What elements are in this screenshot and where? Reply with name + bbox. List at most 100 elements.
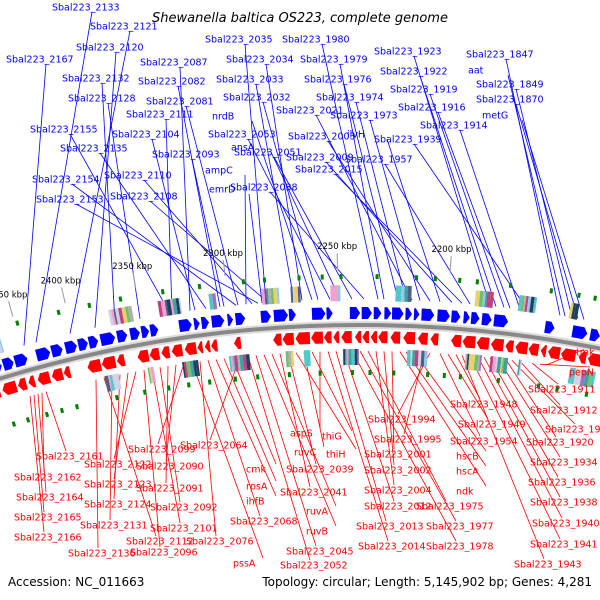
reverse-gene-label: Sbal223_2165: [14, 513, 82, 524]
reverse-gene-arrow: [323, 331, 332, 344]
inner-marker: [166, 385, 171, 391]
forward-cog-block: [276, 287, 280, 304]
reverse-gene-arrow: [515, 341, 529, 355]
reverse-cog-block: [579, 369, 587, 387]
reverse-label-connector: [271, 353, 337, 507]
reverse-label-connector: [505, 359, 557, 438]
forward-label-connector: [94, 51, 117, 328]
reverse-label-connector: [447, 353, 489, 420]
reverse-cog-block: [583, 370, 590, 387]
forward-label-connector: [355, 101, 407, 300]
outer-marker: [508, 282, 513, 289]
reverse-label-connector: [413, 351, 487, 452]
forward-label-connector: [244, 43, 267, 303]
reverse-gene-label: Sbal223_1911: [528, 385, 596, 396]
forward-gene-arrow: [178, 319, 192, 333]
forward-cog-block: [520, 295, 525, 312]
forward-gene-label: Sbal223_2081: [146, 97, 214, 108]
reverse-cog-block: [477, 354, 481, 371]
reverse-label-connector: [519, 361, 561, 406]
forward-cog-block: [166, 299, 173, 316]
reverse-cog-block: [232, 355, 236, 372]
reverse-label-connector: [311, 351, 353, 432]
reverse-cog-block: [239, 354, 244, 371]
reverse-cog-block: [195, 359, 201, 377]
forward-gene-arrow: [64, 340, 77, 355]
reverse-gene-label: hscB: [456, 452, 479, 463]
reverse-label-connector: [375, 351, 395, 486]
forward-gene-label: Sbal223_2110: [104, 171, 172, 182]
forward-cog-block: [160, 300, 167, 317]
reverse-cog-block: [149, 367, 154, 384]
reverse-gene-label: aspS: [290, 429, 313, 440]
forward-cog-block: [532, 297, 538, 314]
reverse-cog-block: [587, 371, 593, 388]
outer-marker: [15, 320, 20, 326]
forward-cog-block: [211, 293, 218, 310]
forward-gene-label: Sbal223_2021: [276, 106, 344, 117]
inner-marker: [496, 377, 501, 384]
forward-gene-label: Sbal223_2108: [110, 192, 178, 203]
forward-gene-label: ampC: [205, 166, 233, 177]
reverse-cog-block: [306, 350, 311, 367]
kbp-tick-mark: [222, 260, 226, 277]
forward-gene-arrow: [311, 307, 326, 320]
forward-cog-block: [293, 286, 299, 303]
forward-label-connector: [179, 66, 191, 311]
forward-gene-label: Sbal223_1974: [316, 93, 384, 104]
forward-gene-label: Sbal223_1870: [476, 95, 544, 106]
reverse-gene-arrow: [18, 377, 28, 391]
reverse-label-connector: [207, 360, 261, 517]
forward-gene-label: Sbal223_1847: [466, 50, 534, 61]
forward-label-connector: [507, 74, 566, 317]
reverse-label-connector: [45, 391, 67, 452]
forward-cog-block: [124, 306, 131, 323]
reverse-cog-block: [466, 353, 470, 370]
reverse-cog-block: [411, 350, 416, 367]
reverse-gene-arrow: [197, 341, 204, 354]
inner-marker: [11, 421, 17, 427]
forward-label-connector: [75, 203, 259, 304]
reverse-label-connector: [295, 352, 357, 450]
forward-cog-block: [489, 291, 494, 308]
forward-gene-arrow: [149, 324, 159, 337]
outer-marker: [549, 288, 554, 294]
reverse-label-connector: [367, 350, 447, 502]
reverse-gene-arrow: [548, 346, 561, 360]
reverse-gene-label: Sbal223_2161: [36, 452, 104, 463]
kbp-tick-label: 2400 kbp: [41, 277, 81, 287]
forward-label-connector: [339, 63, 385, 300]
reverse-label-connector: [497, 358, 561, 458]
forward-cog-block: [178, 297, 183, 314]
forward-gene-arrow: [35, 347, 51, 362]
reverse-gene-arrow: [528, 343, 540, 356]
reverse-cog-block: [576, 369, 583, 386]
forward-gene-arrow: [437, 309, 450, 322]
reverse-cog-block: [573, 368, 580, 385]
forward-gene-label: Sbal223_2093: [152, 150, 220, 161]
forward-gene-label: Sbal223_2167: [6, 55, 74, 66]
reverse-cog-block: [420, 350, 425, 367]
forward-cog-block: [573, 303, 580, 320]
inner-marker: [555, 386, 559, 392]
reverse-gene-label: Sbal223_1978: [426, 542, 494, 553]
kbp-tick-label: 2200 kbp: [431, 245, 471, 255]
forward-cog-block: [484, 291, 488, 308]
reverse-gene-label: ruvC: [294, 448, 317, 459]
reverse-cog-block: [242, 354, 248, 371]
reverse-gene-label: Sbal223_2076: [186, 537, 254, 548]
forward-gene-label: Sbal223_1922: [380, 67, 448, 78]
forward-gene-label: Sbal223_1973: [330, 111, 398, 122]
forward-label-connector: [265, 63, 303, 301]
outer-marker: [160, 289, 165, 295]
reverse-gene-label: Sbal223_2136: [68, 549, 136, 560]
reverse-gene-label: thiG: [322, 432, 342, 443]
reverse-gene-label: pepN: [569, 368, 594, 379]
reverse-label-connector: [461, 355, 545, 560]
reverse-label-connector: [29, 395, 45, 533]
reverse-gene-label: Sbal223_2091: [136, 484, 204, 495]
reverse-gene-label: Sbal223_2101: [150, 524, 218, 535]
forward-cog-block: [113, 308, 118, 325]
